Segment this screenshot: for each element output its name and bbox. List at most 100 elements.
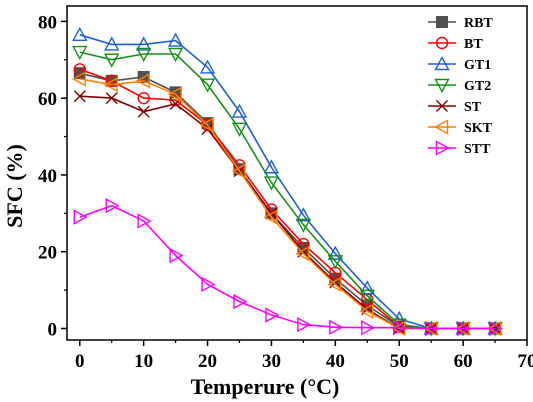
data-point-gt2 [327,255,344,270]
data-point-gt1 [295,207,312,222]
data-point-stt [73,209,88,225]
data-point-gt1 [135,36,152,51]
data-point-stt [265,307,280,323]
legend-label-st: ST [464,100,482,115]
y-axis-title: SFC (%) [2,144,27,228]
legend-item-st: ST [428,100,482,115]
data-point-stt [297,316,312,333]
series-line-stt [79,204,496,330]
x-tick-label: 30 [262,351,281,372]
series-line-st [79,95,496,330]
x-tick-label: 20 [198,351,217,372]
x-tick-label: 50 [390,351,409,372]
data-point-gt1 [167,32,184,47]
data-point-gt1 [263,159,280,174]
data-point-stt [456,320,472,337]
data-point-gt2 [167,47,184,62]
legend-label-gt2: GT2 [464,79,491,94]
data-point-gt1 [199,59,216,74]
legend: RBT BT GT1 GT2 ST SKT STT [428,16,493,157]
data-point-skt [199,117,214,133]
data-point-stt [393,320,408,336]
legend-marker-bt [435,36,449,50]
legend-marker-gt2 [434,78,450,93]
data-point-skt [231,163,246,179]
y-tick-label: 20 [38,243,57,264]
data-point-gt2 [231,122,248,137]
data-point-stt [329,319,344,336]
data-point-stt [137,213,152,229]
data-point-gt2 [199,78,216,93]
legend-item-rbt: RBT [428,16,493,31]
data-point-skt [263,209,278,225]
legend-marker-stt [435,140,450,156]
x-stroke [436,100,448,112]
plot-frame [66,5,528,341]
y-tick-label: 0 [48,319,58,340]
data-point-st [137,105,150,118]
legend-label-gt1: GT1 [464,58,491,73]
legend-label-rbt: RBT [464,16,493,31]
data-point-stt [169,247,184,264]
series-line-bt [79,68,496,330]
data-point-st [73,90,86,103]
data-point-gt2 [295,218,312,233]
data-point-st [105,92,118,105]
x-stroke [137,105,150,118]
data-point-stt [233,293,248,310]
data-point-gt2 [72,45,88,61]
data-point-stt [424,320,440,337]
x-tick-label: 60 [454,351,473,372]
legend-marker-st [436,100,448,112]
data-point-skt [103,77,118,93]
data-point-bt [137,91,150,105]
data-point-skt [295,245,310,262]
legend-item-bt: BT [428,36,483,52]
data-point-skt [327,276,342,293]
data-point-gt2 [135,47,152,62]
series-stt [73,197,504,337]
x-tick-label: 70 [518,351,533,372]
legend-marker-rbt [436,16,448,28]
data-point-stt [105,197,120,214]
data-point-gt1 [104,36,120,51]
data-point-gt1 [359,280,375,295]
data-point-gt2 [359,289,375,304]
legend-marker-gt1 [434,56,450,71]
data-point-stt [488,320,504,337]
y-tick-label: 40 [38,166,57,187]
y-tick-label: 80 [38,12,57,33]
legend-item-gt2: GT2 [428,78,491,94]
x-tick-label: 40 [326,351,345,372]
series-gt1 [72,26,503,335]
data-point-gt2 [263,176,280,191]
series-layer [71,26,504,337]
data-point-skt [167,86,182,102]
legend-item-gt1: GT1 [428,56,491,73]
data-point-gt1 [231,103,248,118]
data-point-gt2 [104,53,120,68]
series-rbt [73,67,502,335]
data-point-gt1 [327,245,344,260]
legend-label-stt: STT [464,142,491,157]
data-point-stt [361,320,376,336]
x-stroke [73,90,86,103]
data-point-gt1 [72,26,88,41]
legend-marker-skt [434,119,449,135]
axes: 0 10 20 30 40 50 60 70 0 20 40 60 80 [38,5,533,372]
legend-label-skt: SKT [464,121,493,136]
data-point-skt [359,303,374,319]
series-bt [73,63,502,335]
data-point-stt [201,276,216,293]
x-tick-label: 0 [75,351,85,372]
x-axis-title: Temperure (°C) [191,374,340,399]
legend-item-skt: SKT [428,119,493,136]
legend-item-stt: STT [428,140,491,157]
x-stroke [105,92,118,105]
data-point-skt [71,71,86,87]
y-tick-label: 60 [38,89,57,110]
x-tick-label: 10 [134,351,153,372]
data-point-skt [135,73,150,89]
legend-label-bt: BT [464,37,483,52]
